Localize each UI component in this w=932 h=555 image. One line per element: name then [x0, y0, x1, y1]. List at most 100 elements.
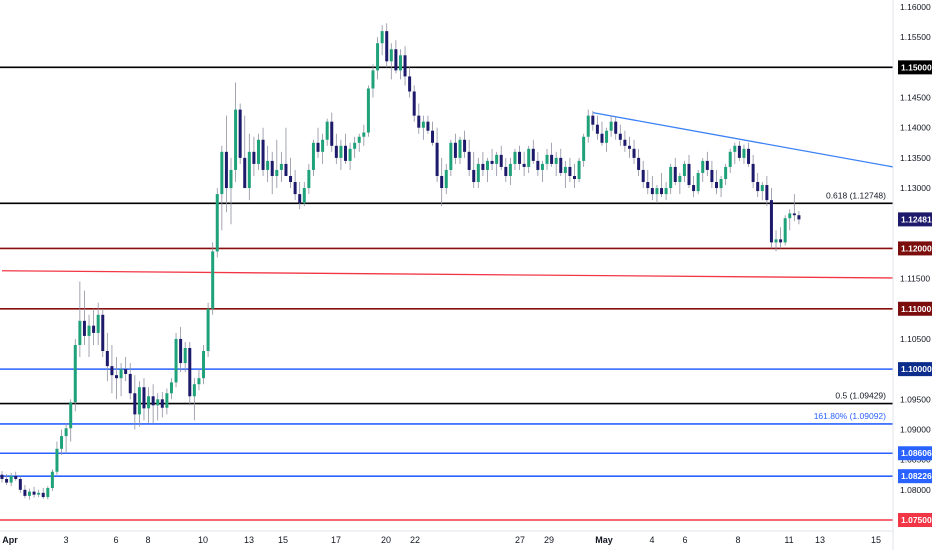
- candle: [380, 25, 384, 56]
- level-annotation: 0.618 (1.12748): [826, 190, 886, 200]
- level-price-badge[interactable]: [898, 60, 932, 75]
- candle-body: [609, 121, 613, 131]
- candle-body: [522, 163, 526, 167]
- candle: [151, 384, 155, 424]
- candle-body: [279, 163, 283, 170]
- candle: [334, 133, 338, 164]
- candle: [742, 144, 746, 164]
- candle-body: [747, 148, 751, 164]
- candle: [444, 163, 448, 195]
- time-tick-label: 11: [784, 535, 793, 545]
- candle-body: [133, 393, 137, 415]
- candle: [174, 332, 178, 388]
- candle: [137, 381, 141, 427]
- candle-body: [664, 188, 668, 195]
- candle-body: [417, 115, 421, 128]
- candle: [394, 40, 398, 74]
- candle-body: [105, 351, 109, 367]
- level-price-badge-label: 1.08606: [901, 448, 932, 458]
- level-price-badge[interactable]: [898, 301, 932, 316]
- candle: [321, 133, 325, 164]
- level-price-badge[interactable]: [898, 513, 932, 527]
- candle: [238, 103, 242, 164]
- candle: [18, 476, 22, 493]
- candle-body: [110, 366, 114, 376]
- candle: [650, 175, 654, 201]
- candle: [724, 163, 728, 186]
- candle: [224, 115, 228, 213]
- candle: [78, 281, 82, 358]
- time-tick-label: 4: [649, 535, 654, 545]
- candle: [518, 145, 522, 170]
- price-tick-label: 1.13000: [900, 183, 931, 193]
- time-axis[interactable]: Apr 3 6 8 10 13 15 17 20 22 27 29 May 4 6 8 11 13 15: [2, 535, 881, 545]
- candle-body: [385, 31, 389, 62]
- candle-body: [261, 139, 265, 170]
- candle-body: [513, 151, 517, 164]
- candle-body: [96, 314, 100, 333]
- level-price-badge[interactable]: [898, 241, 932, 256]
- candle: [554, 151, 558, 176]
- candles: [0, 23, 801, 500]
- candle: [325, 118, 329, 146]
- candle: [156, 393, 160, 421]
- candle-body: [64, 428, 68, 437]
- candle: [495, 151, 499, 176]
- candle-body: [27, 491, 31, 496]
- candle: [32, 486, 36, 498]
- current-price-badge[interactable]: [898, 212, 932, 227]
- candle-body: [366, 88, 370, 133]
- candle-body: [266, 160, 270, 170]
- candle-body: [398, 55, 402, 71]
- level-price-badge[interactable]: [898, 469, 932, 484]
- time-tick-label: 15: [871, 535, 881, 545]
- level-price-badge-label: 1.10000: [901, 364, 932, 374]
- candle-body: [188, 347, 192, 397]
- price-tick-label: 1.11500: [900, 274, 930, 284]
- candle-body: [545, 154, 549, 164]
- candle: [220, 145, 224, 231]
- red-sloped-line: [1, 270, 894, 279]
- candle-body: [362, 132, 366, 137]
- candle: [279, 151, 283, 183]
- candle: [115, 357, 118, 400]
- candle: [664, 182, 668, 201]
- level-price-badge[interactable]: [898, 446, 932, 461]
- candle-body: [247, 151, 251, 189]
- candle-body: [467, 151, 471, 170]
- level-price-badge-label: 1.12000: [901, 243, 932, 253]
- candle: [348, 142, 352, 170]
- candle-body: [733, 145, 737, 152]
- candle: [531, 139, 535, 164]
- candle: [41, 488, 45, 499]
- level-price-badge-label: 1.07500: [901, 515, 932, 525]
- candle-body: [156, 399, 160, 406]
- candle: [376, 37, 380, 80]
- time-tick-label: 10: [198, 535, 208, 545]
- candle-body: [632, 148, 636, 158]
- candle: [513, 148, 517, 170]
- price-tick-label: 1.15500: [900, 32, 931, 42]
- candle: [682, 160, 686, 183]
- candle-body: [582, 136, 586, 161]
- candle-body: [115, 375, 118, 379]
- candle: [82, 290, 86, 345]
- candle: [769, 188, 773, 249]
- candle: [215, 188, 219, 258]
- candle-body: [0, 474, 4, 479]
- candle-body: [518, 151, 522, 164]
- candle-body: [229, 169, 233, 189]
- price-tick-label: 1.09000: [900, 424, 931, 434]
- candle: [256, 133, 260, 170]
- candle: [609, 115, 613, 137]
- candle: [728, 148, 732, 173]
- candle: [655, 185, 659, 204]
- level-price-badge[interactable]: [898, 362, 932, 377]
- candle-body: [678, 175, 682, 183]
- candle-body: [321, 139, 325, 152]
- candle: [353, 136, 357, 158]
- price-axis[interactable]: 1.16000 1.15500 1.14500 1.14000 1.13500 1.130…: [898, 2, 932, 527]
- candle-body: [435, 142, 439, 176]
- candle-body: [380, 31, 384, 44]
- candle: [540, 160, 544, 183]
